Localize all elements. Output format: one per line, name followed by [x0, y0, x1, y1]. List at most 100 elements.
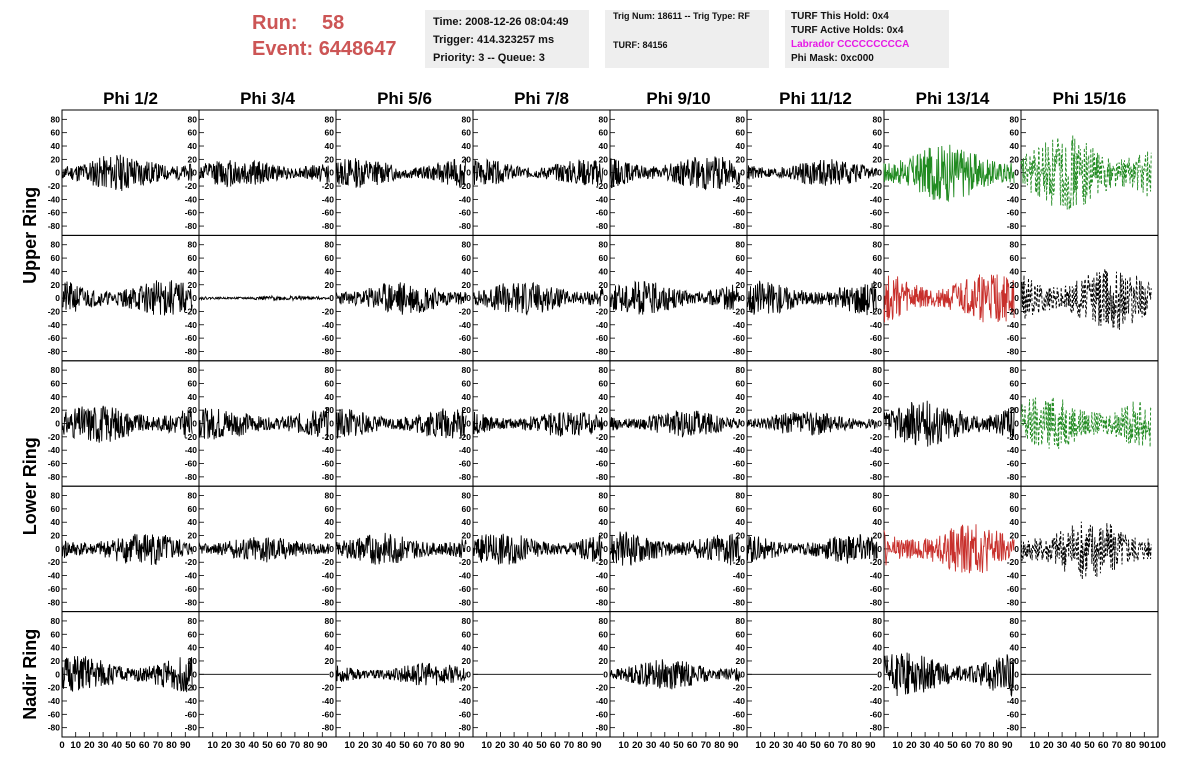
y-tick-label: 20 [188, 405, 198, 415]
y-tick-label: -80 [1007, 597, 1020, 607]
waveform-trace [746, 280, 878, 316]
x-tick-label: 70 [838, 740, 849, 751]
y-tick-label: 60 [51, 629, 61, 639]
x-tick-label: 50 [399, 740, 410, 751]
y-tick-label: -60 [870, 709, 883, 719]
y-tick-label: 40 [188, 517, 198, 527]
run-event-box: Run: 58 Event: 6448647 [252, 10, 397, 62]
x-tick-label: 60 [413, 740, 424, 751]
column-header: Phi 11/12 [779, 89, 852, 108]
y-tick-label: -60 [185, 459, 198, 469]
y-tick-label: 60 [1010, 378, 1020, 388]
y-tick-label: -40 [733, 194, 746, 204]
y-tick-label: -60 [459, 208, 472, 218]
y-tick-label: 0 [740, 293, 745, 303]
y-tick-label: 40 [188, 392, 198, 402]
y-tick-label: 40 [188, 141, 198, 151]
x-tick-label: 10 [618, 740, 629, 751]
y-tick-label: 60 [1010, 128, 1020, 138]
waveform-trace [61, 533, 193, 565]
y-tick-label: 20 [873, 154, 883, 164]
y-tick-label: 60 [462, 253, 472, 263]
y-tick-label: -40 [459, 571, 472, 581]
y-tick-label: -60 [48, 333, 61, 343]
y-tick-label: 20 [51, 656, 61, 666]
x-tick-label: 30 [372, 740, 383, 751]
x-tick-label: 60 [550, 740, 561, 751]
y-tick-label: -20 [733, 306, 746, 316]
y-tick-label: 60 [599, 253, 609, 263]
y-tick-label: 20 [325, 154, 335, 164]
y-tick-label: -40 [733, 445, 746, 455]
y-tick-label: 60 [325, 378, 335, 388]
x-tick-label: 40 [386, 740, 397, 751]
y-tick-label: 80 [873, 616, 883, 626]
x-tick-label: 60 [1098, 740, 1109, 751]
y-tick-label: 20 [325, 531, 335, 541]
y-tick-label: -20 [185, 683, 198, 693]
y-tick-label: 40 [188, 643, 198, 653]
y-tick-label: 20 [188, 656, 198, 666]
column-header: Phi 1/2 [103, 89, 158, 108]
y-tick-label: -40 [870, 194, 883, 204]
y-tick-label: 20 [1010, 154, 1020, 164]
y-tick-label: 0 [877, 293, 882, 303]
y-tick-label: 0 [329, 544, 334, 554]
y-tick-label: 40 [599, 643, 609, 653]
y-tick-label: -80 [185, 472, 198, 482]
y-tick-label: -40 [596, 696, 609, 706]
y-tick-label: -20 [870, 683, 883, 693]
y-tick-label: 80 [599, 365, 609, 375]
y-tick-label: -60 [870, 584, 883, 594]
y-tick-label: 20 [188, 280, 198, 290]
y-tick-label: 60 [736, 504, 746, 514]
y-tick-label: 80 [51, 491, 61, 501]
y-tick-label: 40 [51, 266, 61, 276]
x-tick-label: 30 [235, 740, 246, 751]
y-tick-label: 40 [599, 141, 609, 151]
y-tick-label: -40 [185, 571, 198, 581]
y-tick-label: 80 [325, 365, 335, 375]
y-tick-label: 80 [462, 365, 472, 375]
y-tick-label: -60 [459, 709, 472, 719]
x-tick-label: 90 [591, 740, 602, 751]
y-tick-label: -20 [1007, 306, 1020, 316]
waveform-trace [472, 533, 604, 565]
y-tick-label: -40 [870, 445, 883, 455]
x-tick-label: 70 [427, 740, 438, 751]
y-tick-label: 80 [599, 616, 609, 626]
priority-line: Priority: 3 -- Queue: 3 [433, 52, 545, 64]
x-tick-label: 80 [851, 740, 862, 751]
y-tick-label: -60 [596, 709, 609, 719]
y-tick-label: -80 [322, 472, 335, 482]
y-tick-label: 0 [55, 544, 60, 554]
y-tick-label: 20 [736, 656, 746, 666]
x-tick-label: 100 [1150, 740, 1166, 751]
y-tick-label: 40 [736, 643, 746, 653]
y-tick-label: 0 [466, 168, 471, 178]
x-tick-label: 80 [303, 740, 314, 751]
y-tick-label: -80 [596, 472, 609, 482]
y-tick-label: -40 [1007, 320, 1020, 330]
y-tick-label: -20 [870, 306, 883, 316]
waveform-trace [609, 410, 741, 438]
y-tick-label: 40 [736, 266, 746, 276]
y-tick-label: 20 [599, 656, 609, 666]
waveform-trace [609, 156, 741, 191]
x-tick-label: 80 [577, 740, 588, 751]
y-tick-label: 40 [325, 266, 335, 276]
y-tick-label: 0 [192, 419, 197, 429]
y-tick-label: 60 [599, 504, 609, 514]
y-tick-label: 20 [736, 154, 746, 164]
y-tick-label: -20 [459, 306, 472, 316]
y-tick-label: 0 [192, 293, 197, 303]
y-tick-label: 20 [1010, 656, 1020, 666]
y-tick-label: 20 [599, 405, 609, 415]
x-tick-label: 30 [920, 740, 931, 751]
y-tick-label: 40 [599, 392, 609, 402]
y-tick-label: 80 [736, 114, 746, 124]
labrador-line: Labrador CCCCCCCCCA [791, 39, 910, 50]
y-tick-label: -20 [596, 557, 609, 567]
x-tick-label: 20 [906, 740, 917, 751]
x-tick-label: 70 [701, 740, 712, 751]
